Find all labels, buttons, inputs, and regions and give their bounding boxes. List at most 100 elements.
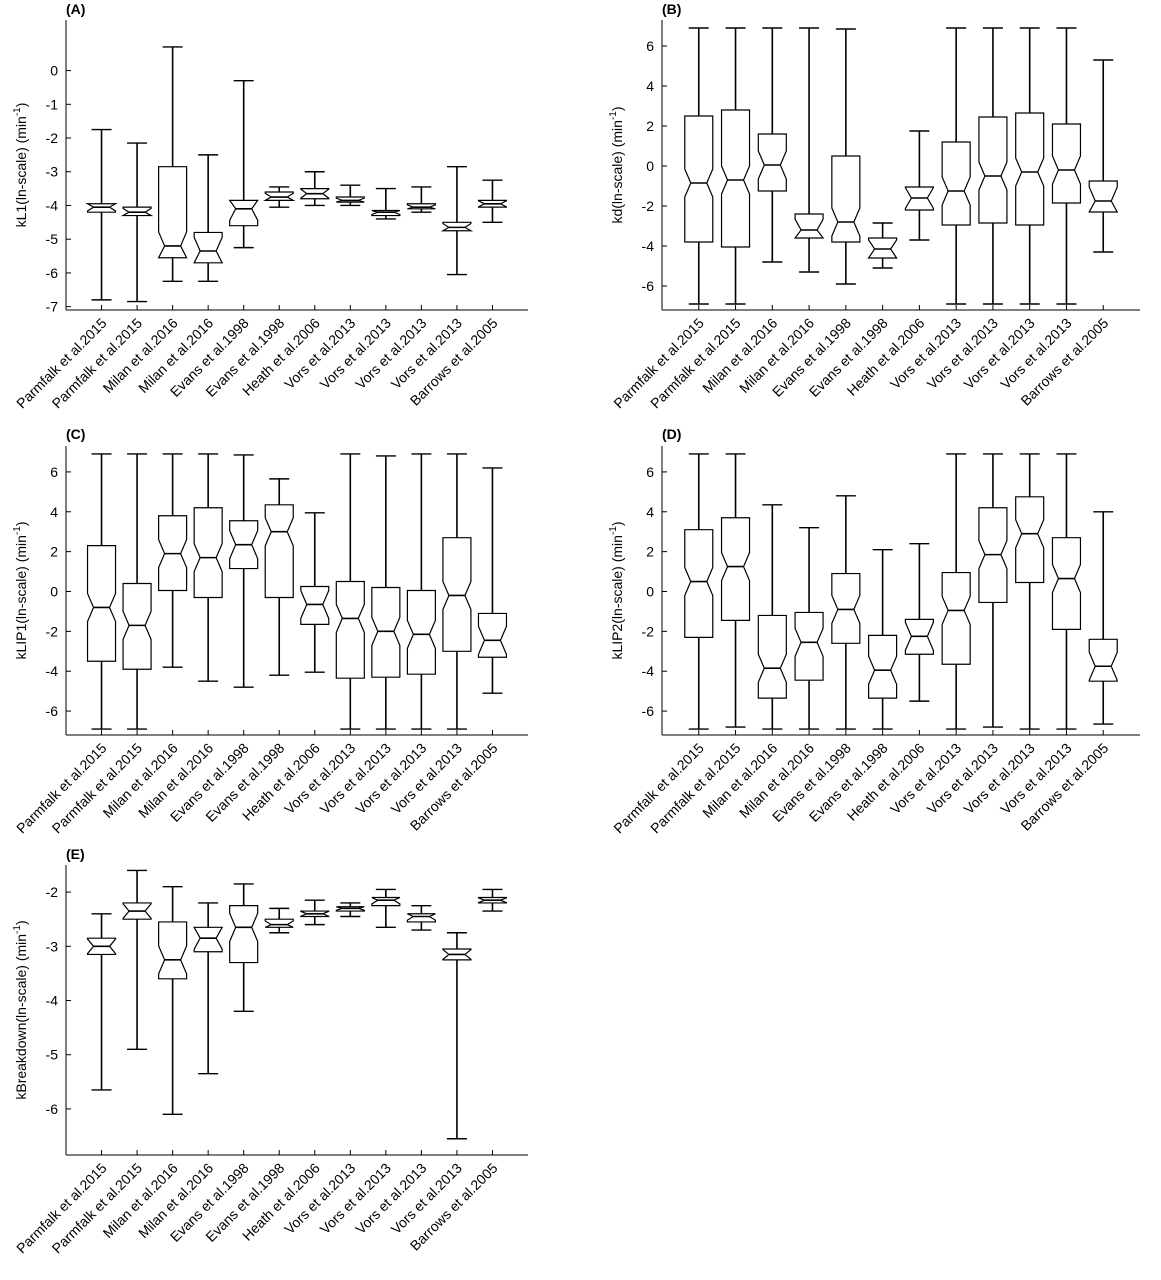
y-tick-label: 0 — [50, 63, 58, 79]
y-axis-title-tail: ) — [13, 103, 29, 108]
box-5 — [228, 79, 259, 249]
box-2 — [720, 27, 751, 305]
box-body — [1051, 123, 1082, 204]
y-tick-label: 2 — [646, 544, 654, 560]
y-tick-label: 2 — [50, 544, 58, 560]
box-body — [867, 237, 898, 259]
y-tick-label: -2 — [46, 884, 59, 900]
y-axis-title-sup: -1 — [12, 526, 23, 535]
y-tick-label: -4 — [46, 663, 59, 679]
y-tick-label: -6 — [46, 1101, 59, 1117]
panel-c: (C) -6 -4 -2 0 2 4 6 kLIP1(ln-scale) (min-1) Parm… — [0, 425, 560, 845]
box-body — [1015, 112, 1045, 226]
box-2 — [720, 453, 751, 728]
box-2 — [122, 869, 152, 1050]
box-body — [122, 582, 152, 670]
box-10 — [1015, 27, 1045, 305]
box-body — [684, 529, 714, 638]
box-body — [157, 166, 188, 259]
panel-label: (A) — [66, 1, 85, 17]
box-7 — [904, 130, 934, 241]
y-axis-title-text: kBreakdown(ln-scale) (min — [13, 934, 29, 1100]
box-body — [793, 213, 825, 239]
box-3 — [158, 885, 188, 1116]
y-tick-label: -2 — [46, 130, 59, 146]
box-1 — [684, 453, 714, 730]
y-tick-label: -4 — [642, 663, 655, 679]
box-body — [371, 209, 401, 217]
box-body — [941, 141, 971, 226]
box-4 — [193, 902, 224, 1075]
box-2 — [120, 142, 154, 303]
box-9 — [371, 455, 401, 730]
box-3 — [757, 27, 787, 263]
box-9 — [978, 453, 1008, 728]
box-5 — [831, 28, 861, 285]
y-tick-label: -6 — [46, 703, 59, 719]
y-axis-title: kBreakdown(ln-scale) (min-1) — [12, 920, 29, 1099]
box-body — [794, 611, 824, 681]
box-body — [1088, 638, 1118, 682]
box-body — [85, 203, 118, 213]
y-axis-title: kLIP1(ln-scale) (min-1) — [12, 521, 29, 659]
y-tick-label: 6 — [646, 38, 654, 54]
y-tick-label: -5 — [46, 231, 59, 247]
box-body — [1088, 180, 1119, 213]
y-axis-title-sup: -1 — [12, 925, 23, 934]
box-1 — [85, 128, 118, 301]
y-axis-title-sup: -1 — [12, 107, 23, 116]
y-axis-title-tail: ) — [13, 920, 29, 925]
box-body — [120, 206, 154, 217]
y-tick-label: 4 — [646, 504, 654, 520]
box-6 — [264, 478, 294, 676]
y-tick-label: 4 — [50, 504, 58, 520]
box-body — [371, 896, 401, 907]
box-6 — [868, 548, 898, 730]
box-11 — [1051, 453, 1082, 730]
y-tick-label: -2 — [642, 623, 655, 639]
box-5 — [229, 883, 259, 1013]
box-body — [229, 905, 259, 964]
box-7 — [300, 899, 330, 926]
box-8 — [335, 184, 365, 207]
y-axis-title: kLIP2(ln-scale) (min-1) — [608, 521, 625, 659]
y-axis-title-sup: -1 — [608, 111, 619, 120]
y-tick-label: -4 — [46, 993, 59, 1009]
box-12 — [477, 888, 508, 912]
box-7 — [904, 542, 934, 702]
box-9 — [371, 187, 401, 220]
box-12 — [477, 467, 508, 694]
box-body — [442, 537, 472, 652]
box-3 — [757, 504, 787, 730]
box-body — [406, 913, 436, 923]
chart-e-svg: (E) -6 -5 -4 -3 -2 kBreakdown(ln-scale) (min-1… — [12, 846, 528, 1256]
box-10 — [406, 186, 436, 213]
box-body — [228, 199, 259, 227]
box-body — [1051, 537, 1082, 630]
box-12 — [477, 179, 508, 224]
box-6 — [262, 186, 296, 208]
y-tick-label: 4 — [646, 78, 654, 94]
box-10 — [406, 453, 436, 730]
box-body — [868, 634, 898, 699]
panel-label: (E) — [66, 846, 85, 862]
box-6 — [867, 222, 898, 269]
box-body — [440, 221, 474, 232]
box-9 — [371, 888, 401, 929]
y-tick-label: -6 — [642, 278, 655, 294]
y-axis-title-tail: ) — [609, 521, 625, 526]
box-3 — [157, 46, 188, 283]
box-body — [86, 545, 117, 662]
box-4 — [794, 527, 824, 730]
y-tick-label: -1 — [46, 96, 59, 112]
y-axis-title-text: kL1(ln-scale) (min — [13, 116, 29, 227]
y-tick-label: 6 — [646, 464, 654, 480]
box-1 — [86, 453, 117, 730]
box-7 — [300, 171, 330, 207]
box-4 — [193, 154, 224, 283]
y-tick-label: -3 — [46, 164, 59, 180]
y-tick-label: -6 — [642, 703, 655, 719]
